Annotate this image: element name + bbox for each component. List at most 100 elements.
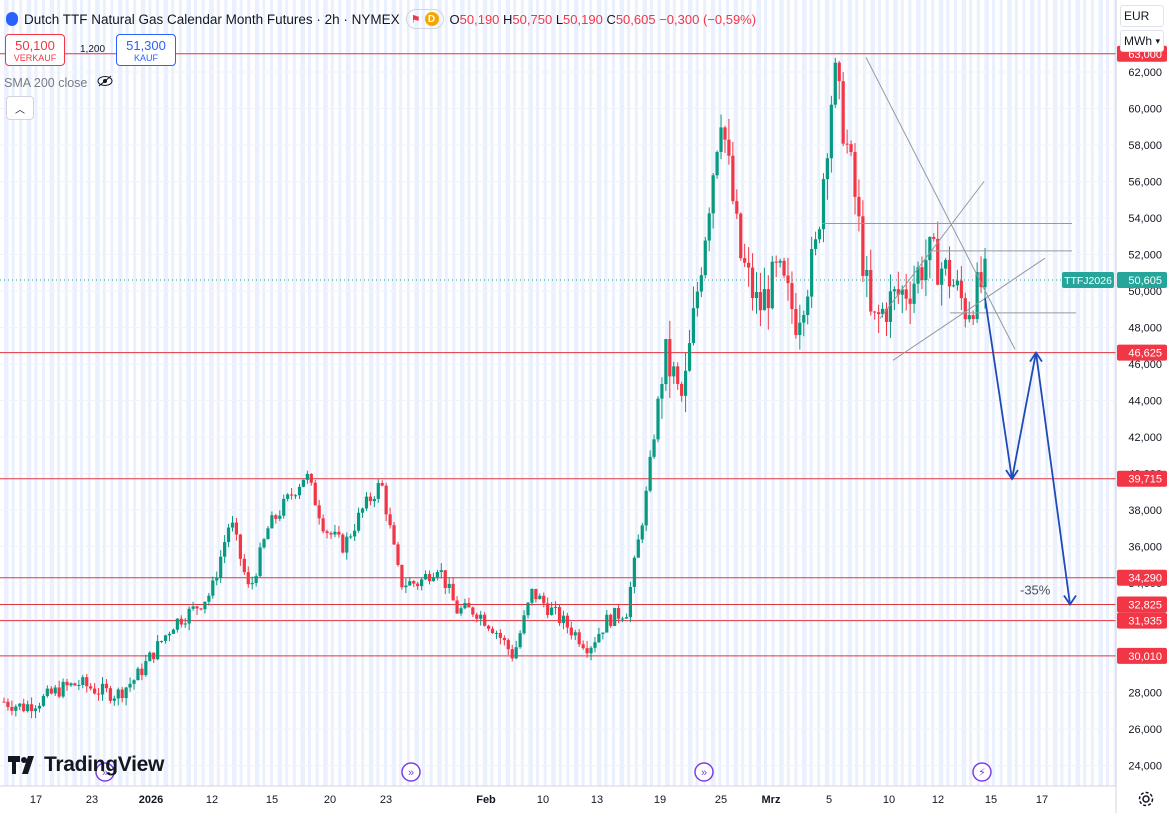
buy-button[interactable]: 51,300 KAUF xyxy=(116,34,176,66)
session-band xyxy=(1113,0,1117,786)
candle xyxy=(605,614,609,633)
session-band xyxy=(163,0,169,786)
indicator-legend[interactable]: SMA 200 close xyxy=(4,75,113,90)
session-band xyxy=(551,0,556,786)
session-band xyxy=(642,0,647,786)
candle xyxy=(33,708,38,712)
candle xyxy=(297,486,302,496)
candle xyxy=(502,637,506,641)
session-band xyxy=(391,0,397,786)
session-band xyxy=(4,0,9,786)
candle xyxy=(711,175,715,214)
candle xyxy=(353,530,357,537)
session-band xyxy=(110,0,114,786)
candle xyxy=(766,289,770,309)
forecast-path xyxy=(984,298,1071,605)
time-tick-label: 2026 xyxy=(139,794,163,806)
level-tag xyxy=(1117,344,1167,361)
trendline xyxy=(865,57,1016,350)
candle xyxy=(597,633,601,643)
session-band xyxy=(399,0,403,786)
price-axis[interactable]: 24,00026,00028,00030,00032,00034,00036,0… xyxy=(1128,67,1162,773)
last-price-label: 50,605 xyxy=(1128,275,1162,287)
candle xyxy=(817,229,822,240)
candle xyxy=(888,291,893,322)
candle xyxy=(392,525,396,545)
event-marker[interactable]: ⚡ xyxy=(972,762,992,782)
candle xyxy=(632,557,636,587)
candle xyxy=(104,683,109,689)
candle xyxy=(601,632,605,634)
currency-select[interactable]: EUR xyxy=(1120,5,1164,27)
session-band xyxy=(270,0,273,786)
time-tick-label: Mrz xyxy=(762,794,781,806)
gas-drop-icon xyxy=(6,12,18,26)
session-band xyxy=(619,0,625,786)
candle xyxy=(754,292,759,299)
session-band xyxy=(771,0,775,786)
hidden-eye-icon[interactable] xyxy=(97,75,113,90)
collapse-legend-button[interactable]: ︿ xyxy=(6,96,34,120)
candle xyxy=(802,315,806,323)
candle xyxy=(144,661,148,676)
candle xyxy=(617,607,621,619)
session-band xyxy=(72,0,77,786)
session-band xyxy=(224,0,228,786)
candle xyxy=(565,615,569,628)
candle xyxy=(364,496,369,509)
event-marker[interactable]: » xyxy=(95,762,115,782)
candle xyxy=(368,496,372,502)
price-tick-label: 50,000 xyxy=(1128,286,1162,298)
candle xyxy=(388,514,392,526)
session-band xyxy=(817,0,821,786)
time-axis[interactable]: 17 23 2026 12 15 20 23 Feb 10 13 19 25 Mrz 5 10 12 15 17 xyxy=(30,794,1048,806)
price-tick-label: 26,000 xyxy=(1128,724,1162,736)
candle xyxy=(731,155,735,202)
candle xyxy=(940,268,944,285)
candle xyxy=(786,275,790,284)
candle xyxy=(853,152,857,197)
indicator-label: SMA 200 close xyxy=(4,75,88,90)
candle xyxy=(613,607,617,626)
price-tick-label: 60,000 xyxy=(1128,104,1162,116)
candle xyxy=(810,248,814,297)
symbol-title[interactable]: Dutch TTF Natural Gas Calendar Month Fut… xyxy=(24,11,400,27)
session-band xyxy=(361,0,365,786)
event-marker[interactable]: » xyxy=(401,762,421,782)
session-band xyxy=(885,0,889,786)
level-tag xyxy=(1117,596,1167,613)
candle xyxy=(349,536,353,538)
session-band xyxy=(429,0,433,786)
candle xyxy=(924,260,928,281)
session-band xyxy=(665,0,670,786)
candle xyxy=(171,629,176,634)
candle xyxy=(305,473,309,480)
session-band xyxy=(1083,0,1087,786)
gear-icon[interactable] xyxy=(1137,790,1155,808)
candle xyxy=(534,588,538,600)
session-band xyxy=(650,0,653,786)
session-band xyxy=(460,0,465,786)
session-band xyxy=(672,0,676,786)
candle xyxy=(376,483,380,499)
session-band xyxy=(832,0,836,786)
session-band xyxy=(878,0,881,786)
candle xyxy=(191,606,195,609)
candle xyxy=(183,623,187,625)
event-marker[interactable]: » xyxy=(694,762,714,782)
session-band xyxy=(718,0,722,786)
session-band xyxy=(452,0,456,786)
sell-button[interactable]: 50,100 VERKAUF xyxy=(5,34,65,66)
candle xyxy=(707,213,711,241)
unit-select[interactable]: MWh ▾ xyxy=(1120,30,1164,52)
trendline xyxy=(892,257,1046,361)
flag-badges[interactable]: ⚑ D xyxy=(405,9,444,29)
symbol-legend[interactable]: Dutch TTF Natural Gas Calendar Month Fut… xyxy=(6,9,756,29)
level-tag xyxy=(1117,569,1167,586)
candle xyxy=(471,607,475,615)
tradingview-logo[interactable]: TradingView xyxy=(8,753,164,777)
session-band xyxy=(748,0,752,786)
session-band xyxy=(900,0,904,786)
candle xyxy=(100,683,105,695)
